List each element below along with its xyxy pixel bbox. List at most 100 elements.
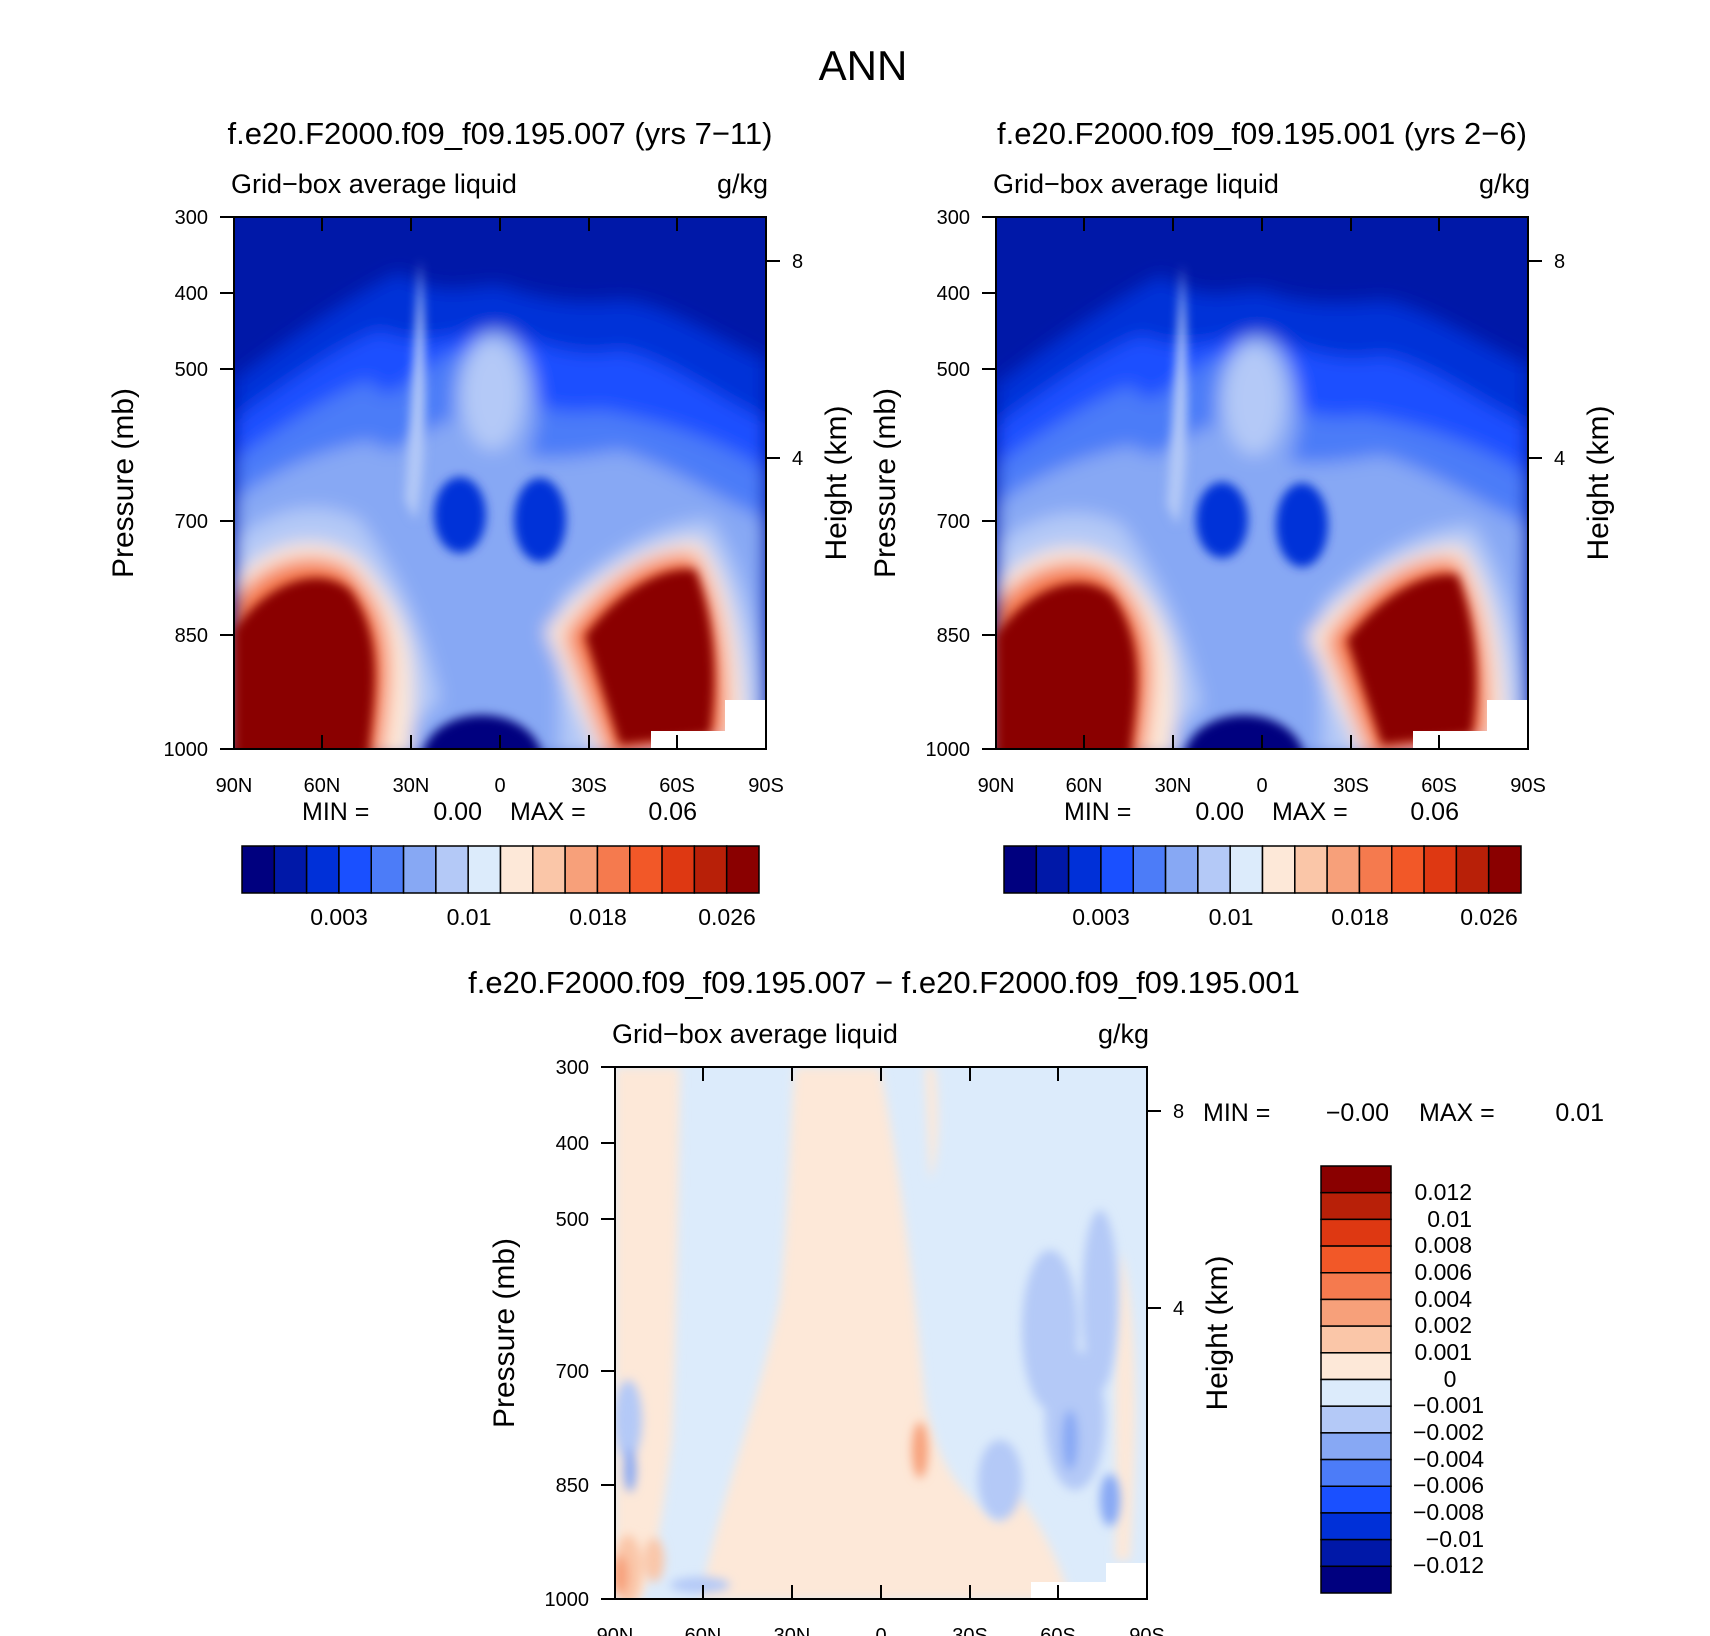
x-tick-30n-top-right: 30N bbox=[1155, 775, 1192, 797]
min-label-bottom: MIN = bbox=[1203, 1099, 1270, 1127]
y-tick-400-top-left: 400 bbox=[175, 283, 208, 305]
ticks-top-left bbox=[220, 216, 780, 750]
x-tick-60s-top-right: 60S bbox=[1421, 775, 1457, 797]
y-tick-right-8-bottom: 8 bbox=[1173, 1101, 1184, 1123]
colorbar-top-right-swatch-10 bbox=[1326, 845, 1361, 894]
colorbar-bottom-swatch-10 bbox=[1320, 1432, 1392, 1461]
colorbar-top-right-swatch-3 bbox=[1100, 845, 1134, 894]
y-axis-right-label-bottom: Height (km) bbox=[1201, 1255, 1234, 1410]
y-tick-850-top-right: 850 bbox=[937, 625, 970, 647]
colorbar-label-bottom-10: −0.004 bbox=[1413, 1446, 1484, 1472]
y-tick-850-top-left: 850 bbox=[175, 625, 208, 647]
x-tick-60s-bottom: 60S bbox=[1040, 1625, 1076, 1636]
contour-field-top-right bbox=[996, 217, 1528, 749]
colorbar-top-left-swatch-14 bbox=[693, 845, 728, 894]
max-label-top-right: MAX = bbox=[1272, 798, 1348, 826]
colorbar-top-right bbox=[1003, 845, 1522, 894]
ticks-top-right bbox=[982, 216, 1542, 750]
min-value-top-left: 0.00 bbox=[433, 798, 482, 826]
colorbar-label-top-right-1: 0.01 bbox=[1209, 904, 1254, 930]
min-value-top-right: 0.00 bbox=[1195, 798, 1244, 826]
colorbar-bottom-swatch-15 bbox=[1320, 1565, 1392, 1594]
figure-title: ANN bbox=[819, 42, 908, 89]
colorbar-label-bottom-5: 0.002 bbox=[1414, 1312, 1472, 1338]
colorbar-top-left-swatch-1 bbox=[273, 845, 308, 894]
colorbar-label-bottom-2: 0.008 bbox=[1414, 1232, 1472, 1258]
colorbar-bottom-swatch-1 bbox=[1320, 1191, 1392, 1221]
x-tick-0-top-right: 0 bbox=[1256, 775, 1267, 797]
y-axis-label-top-right: Pressure (mb) bbox=[869, 388, 902, 578]
max-value-top-right: 0.06 bbox=[1410, 798, 1459, 826]
colorbar-label-top-left-2: 0.018 bbox=[569, 904, 627, 930]
x-tick-30s-bottom: 30S bbox=[952, 1625, 988, 1636]
colorbar-label-bottom-3: 0.006 bbox=[1414, 1259, 1472, 1285]
colorbar-top-left-swatch-9 bbox=[532, 845, 566, 894]
colorbar-top-left-swatch-15 bbox=[725, 845, 760, 894]
variable-label-bottom: Grid−box average liquid bbox=[612, 1019, 898, 1049]
x-tick-90n-top-left: 90N bbox=[216, 775, 253, 797]
colorbar-bottom-swatch-7 bbox=[1320, 1352, 1392, 1381]
colorbar-label-top-right-2: 0.018 bbox=[1331, 904, 1389, 930]
colorbar-top-right-swatch-1 bbox=[1035, 845, 1070, 894]
colorbar-label-bottom-1: 0.01 bbox=[1427, 1206, 1472, 1232]
y-tick-850-bottom: 850 bbox=[556, 1475, 589, 1497]
colorbar-label-top-left-1: 0.01 bbox=[447, 904, 492, 930]
colorbar-bottom-swatch-13 bbox=[1320, 1512, 1392, 1541]
colorbar-bottom-swatch-2 bbox=[1320, 1218, 1392, 1247]
colorbar-bottom bbox=[1320, 1165, 1392, 1594]
colorbar-top-right-swatch-5 bbox=[1164, 845, 1199, 894]
colorbar-top-right-swatch-14 bbox=[1455, 845, 1490, 894]
x-tick-90s-top-left: 90S bbox=[748, 775, 784, 797]
colorbar-bottom-swatch-0 bbox=[1320, 1165, 1392, 1194]
y-tick-1000-bottom: 1000 bbox=[545, 1589, 590, 1611]
min-value-bottom: −0.00 bbox=[1326, 1099, 1389, 1127]
colorbar-label-top-left-3: 0.026 bbox=[698, 904, 756, 930]
ticks-bottom bbox=[601, 1066, 1161, 1600]
x-tick-60s-top-left: 60S bbox=[659, 775, 695, 797]
colorbar-top-right-swatch-0 bbox=[1003, 845, 1038, 894]
colorbar-label-top-right-0: 0.003 bbox=[1072, 904, 1130, 930]
x-tick-30s-top-left: 30S bbox=[571, 775, 607, 797]
y-tick-400-top-right: 400 bbox=[937, 283, 970, 305]
colorbar-top-right-swatch-4 bbox=[1132, 845, 1167, 894]
colorbar-label-bottom-4: 0.004 bbox=[1414, 1286, 1472, 1312]
colorbar-label-bottom-6: 0.001 bbox=[1414, 1339, 1472, 1365]
colorbar-top-left-swatch-12 bbox=[629, 845, 663, 894]
colorbar-top-left-swatch-2 bbox=[305, 845, 340, 894]
max-label-top-left: MAX = bbox=[510, 798, 586, 826]
panel-title-top-left: f.e20.F2000.f09_f09.195.007 (yrs 7−11) bbox=[228, 116, 773, 151]
colorbar-top-right-swatch-9 bbox=[1294, 845, 1328, 894]
x-tick-0-bottom: 0 bbox=[875, 1625, 886, 1636]
colorbar-label-bottom-11: −0.006 bbox=[1413, 1472, 1484, 1498]
colorbar-bottom-swatch-14 bbox=[1320, 1538, 1392, 1568]
y-tick-300-top-left: 300 bbox=[175, 207, 208, 229]
panel-title-bottom: f.e20.F2000.f09_f09.195.007 − f.e20.F200… bbox=[468, 965, 1300, 1000]
units-label-bottom: g/kg bbox=[1098, 1019, 1149, 1049]
y-tick-right-4-top-left: 4 bbox=[792, 448, 803, 470]
y-tick-right-4-bottom: 4 bbox=[1173, 1298, 1184, 1320]
y-tick-500-top-right: 500 bbox=[937, 359, 970, 381]
min-label-top-left: MIN = bbox=[302, 798, 369, 826]
colorbar-top-right-swatch-15 bbox=[1487, 845, 1522, 894]
colorbar-label-bottom-12: −0.008 bbox=[1413, 1499, 1484, 1525]
y-tick-400-bottom: 400 bbox=[556, 1133, 589, 1155]
y-tick-700-top-right: 700 bbox=[937, 511, 970, 533]
y-axis-label-top-left: Pressure (mb) bbox=[107, 388, 140, 578]
y-tick-1000-top-right: 1000 bbox=[926, 739, 971, 761]
x-tick-90s-bottom: 90S bbox=[1129, 1625, 1165, 1636]
colorbar-top-left-swatch-5 bbox=[402, 845, 437, 894]
colorbar-bottom-swatch-8 bbox=[1320, 1378, 1392, 1407]
colorbar-top-right-swatch-13 bbox=[1423, 845, 1458, 894]
y-tick-right-4-top-right: 4 bbox=[1554, 448, 1565, 470]
colorbar-top-left-swatch-4 bbox=[370, 845, 405, 894]
colorbar-label-bottom-14: −0.012 bbox=[1413, 1552, 1484, 1578]
colorbar-top-right-swatch-8 bbox=[1261, 845, 1296, 894]
contour-field-bottom bbox=[615, 1067, 1147, 1599]
colorbar-top-left-swatch-7 bbox=[467, 845, 502, 894]
colorbar-bottom-swatch-9 bbox=[1320, 1405, 1392, 1434]
colorbar-top-left-swatch-6 bbox=[435, 845, 469, 894]
colorbar-bottom-swatch-3 bbox=[1320, 1245, 1392, 1274]
colorbar-top-left-swatch-11 bbox=[596, 845, 631, 894]
colorbar-bottom-swatch-12 bbox=[1320, 1485, 1392, 1514]
